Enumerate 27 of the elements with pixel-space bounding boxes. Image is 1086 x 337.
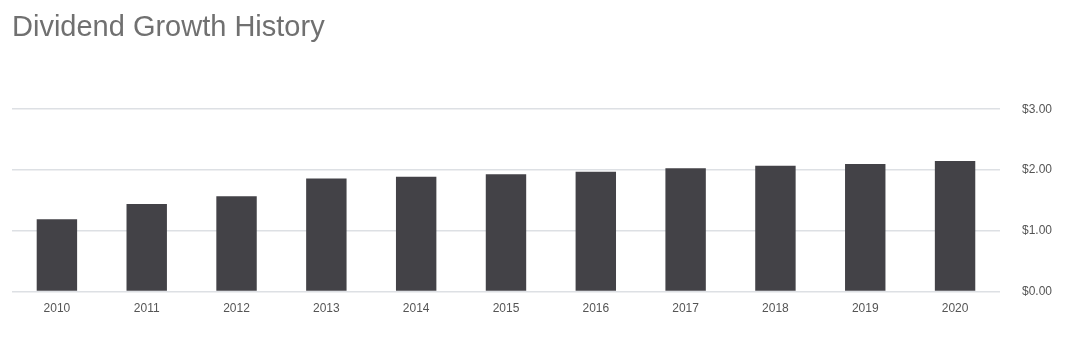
bar [36, 219, 78, 291]
bar [755, 165, 796, 291]
x-tick-label: 2019 [851, 301, 879, 316]
y-tick-label: $3.00 [1021, 101, 1053, 116]
bar [216, 196, 257, 291]
x-tick-label: 2017 [672, 301, 700, 316]
bar [665, 168, 706, 291]
chart-title: Dividend Growth History [12, 10, 325, 43]
x-tick-label: 2016 [582, 301, 610, 316]
y-tick-label: $2.00 [1021, 162, 1053, 177]
x-tick-label: 2018 [762, 301, 790, 316]
x-tick-label: 2010 [43, 301, 71, 316]
bar [126, 204, 167, 291]
x-tick-label: 2012 [223, 301, 251, 316]
bar [306, 178, 347, 291]
bar [395, 176, 437, 291]
x-tick-label: 2015 [492, 301, 520, 316]
bar [845, 163, 886, 291]
y-tick-label: $0.00 [1021, 283, 1053, 298]
x-tick-label: 2011 [133, 301, 160, 316]
bar [485, 174, 527, 291]
x-tick-label: 2013 [313, 301, 341, 316]
bar [934, 160, 976, 291]
x-tick-label: 2020 [941, 301, 969, 316]
bar [575, 171, 617, 291]
y-tick-label: $1.00 [1021, 223, 1053, 238]
x-tick-label: 2014 [402, 301, 430, 316]
